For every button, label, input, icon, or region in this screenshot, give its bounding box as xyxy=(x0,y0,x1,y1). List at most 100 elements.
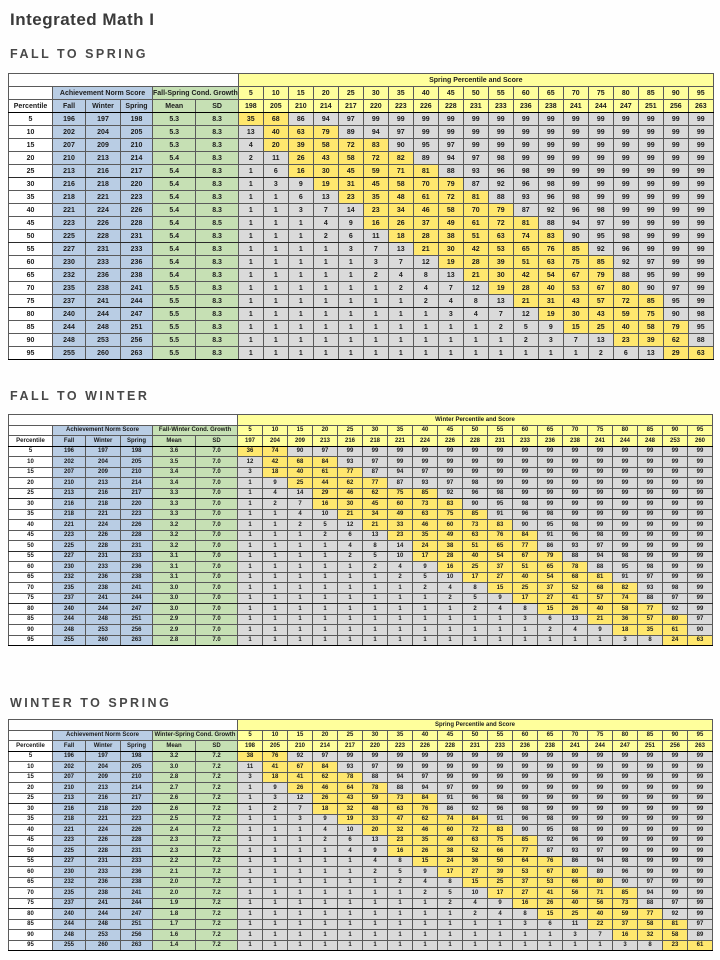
fall-score-cell: 207 xyxy=(52,138,86,152)
matrix-cell: 25 xyxy=(587,320,614,334)
matrix-cell: 95 xyxy=(662,294,689,308)
matrix-cell: 99 xyxy=(537,164,564,178)
target-percentile: 25 xyxy=(337,86,364,100)
target-percentile: 80 xyxy=(612,729,638,741)
matrix-cell: 12 xyxy=(512,307,539,321)
matrix-cell: 81 xyxy=(662,918,688,930)
matrix-cell: 99 xyxy=(637,792,663,804)
fall-score-cell: 202 xyxy=(52,761,86,773)
matrix-cell: 99 xyxy=(637,487,663,499)
matrix-cell: 1 xyxy=(487,613,513,625)
matrix-cell: 99 xyxy=(537,445,563,457)
matrix-cell: 99 xyxy=(462,750,488,762)
matrix-cell: 95 xyxy=(537,824,563,836)
matrix-cell: 1 xyxy=(487,624,513,636)
fall-score-cell: 248 xyxy=(52,624,86,636)
row-percentile: 65 xyxy=(8,268,53,282)
matrix-cell: 1 xyxy=(287,824,313,836)
fall-score-cell: 225 xyxy=(52,229,86,243)
matrix-cell: 1 xyxy=(237,561,263,573)
matrix-cell: 99 xyxy=(662,855,688,867)
matrix-cell: 1 xyxy=(587,939,613,951)
matrix-cell: 1 xyxy=(437,634,463,646)
matrix-cell: 1 xyxy=(312,603,338,615)
matrix-cell: 77 xyxy=(512,540,538,552)
sd-cell: 7.0 xyxy=(195,508,238,520)
matrix-cell: 1 xyxy=(337,333,364,347)
matrix-cell: 58 xyxy=(312,138,339,152)
matrix-cell: 4 xyxy=(412,281,439,295)
matrix-cell: 1 xyxy=(312,866,338,878)
matrix-cell: 1 xyxy=(287,320,314,334)
matrix-cell: 7 xyxy=(437,281,464,295)
mean-cell: 2.4 xyxy=(152,824,196,836)
matrix-cell: 1 xyxy=(237,190,264,204)
matrix-cell: 99 xyxy=(687,855,713,867)
matrix-cell: 89 xyxy=(687,929,713,941)
row-percentile: 75 xyxy=(8,897,53,909)
matrix-cell: 1 xyxy=(287,229,314,243)
matrix-cell: 1 xyxy=(387,307,414,321)
matrix-cell: 99 xyxy=(687,456,713,468)
sd-cell: 7.0 xyxy=(195,456,238,468)
matrix-cell: 99 xyxy=(562,508,588,520)
target-percentile: 90 xyxy=(662,729,688,741)
matrix-cell: 99 xyxy=(662,456,688,468)
row-percentile: 10 xyxy=(8,761,53,773)
matrix-cell: 43 xyxy=(587,307,614,321)
matrix-cell: 2 xyxy=(437,592,463,604)
matrix-cell: 99 xyxy=(687,834,713,846)
matrix-cell: 1 xyxy=(287,294,314,308)
matrix-cell: 1 xyxy=(537,939,563,951)
matrix-cell: 99 xyxy=(387,456,413,468)
matrix-cell: 34 xyxy=(387,203,414,217)
matrix-cell: 99 xyxy=(687,771,713,783)
spring-score-cell: 238 xyxy=(120,268,153,282)
matrix-cell: 63 xyxy=(537,255,564,269)
spring-score-cell: 233 xyxy=(120,855,153,867)
matrix-cell: 4 xyxy=(437,582,463,594)
matrix-cell: 88 xyxy=(387,782,413,794)
mean-cell: 1.6 xyxy=(152,929,196,941)
matrix-cell: 99 xyxy=(462,782,488,794)
fall-score-cell: 207 xyxy=(52,466,86,478)
matrix-cell: 99 xyxy=(687,203,714,217)
matrix-cell: 41 xyxy=(537,887,563,899)
target-percentile: 80 xyxy=(612,424,638,436)
matrix-cell: 99 xyxy=(662,824,688,836)
matrix-cell: 67 xyxy=(587,281,614,295)
mean-cell: 3.1 xyxy=(152,571,196,583)
matrix-cell: 99 xyxy=(687,281,714,295)
matrix-cell: 98 xyxy=(687,307,714,321)
matrix-cell: 98 xyxy=(512,164,539,178)
matrix-cell: 99 xyxy=(612,164,639,178)
matrix-cell: 4 xyxy=(287,508,313,520)
matrix-cell: 53 xyxy=(537,876,563,888)
matrix-cell: 43 xyxy=(337,792,363,804)
matrix-cell: 15 xyxy=(412,855,438,867)
matrix-cell: 58 xyxy=(612,603,638,615)
matrix-cell: 4 xyxy=(387,268,414,282)
matrix-cell: 88 xyxy=(487,190,514,204)
matrix-cell: 73 xyxy=(387,792,413,804)
matrix-cell: 99 xyxy=(612,445,638,457)
matrix-cell: 1 xyxy=(312,255,339,269)
matrix-banner: Spring Percentile and Score xyxy=(237,73,714,87)
matrix-cell: 17 xyxy=(412,550,438,562)
row-percentile: 65 xyxy=(8,571,53,583)
matrix-cell: 10 xyxy=(387,550,413,562)
matrix-cell: 1 xyxy=(562,346,589,360)
matrix-cell: 99 xyxy=(512,792,538,804)
sd-cell: 7.0 xyxy=(195,592,238,604)
mean-cell: 3.0 xyxy=(152,582,196,594)
matrix-cell: 99 xyxy=(687,887,713,899)
matrix-cell: 97 xyxy=(337,112,364,126)
matrix-cell: 1 xyxy=(362,929,388,941)
matrix-cell: 99 xyxy=(637,151,664,165)
matrix-cell: 1 xyxy=(287,918,313,930)
fall-score-cell: 216 xyxy=(52,498,86,510)
matrix-cell: 1 xyxy=(262,866,288,878)
matrix-cell: 99 xyxy=(662,498,688,510)
mean-cell: 3.4 xyxy=(152,477,196,489)
matrix-cell: 99 xyxy=(562,498,588,510)
